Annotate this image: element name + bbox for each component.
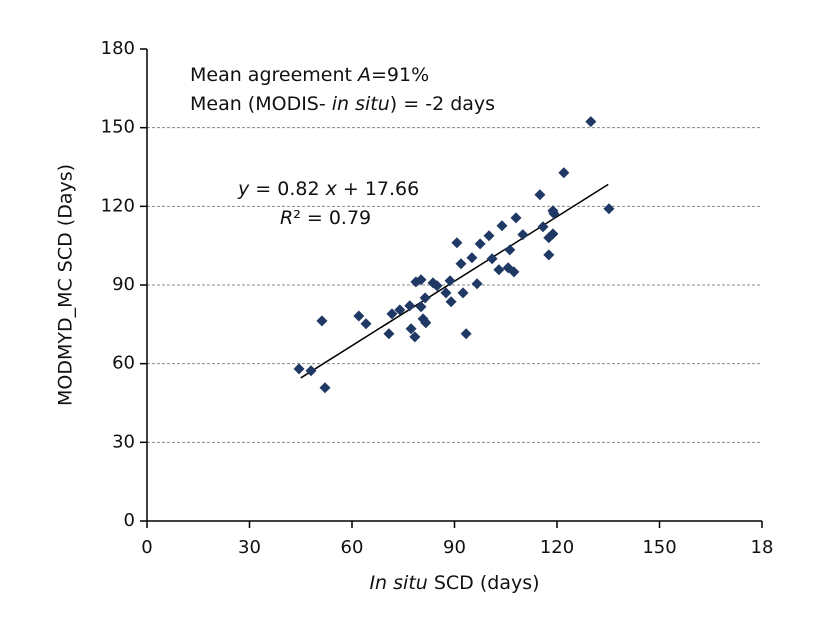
point bbox=[466, 252, 478, 264]
point bbox=[419, 292, 431, 304]
point bbox=[486, 253, 498, 265]
x-axis-label-part: SCD (days) bbox=[428, 572, 540, 594]
point bbox=[585, 116, 597, 128]
point bbox=[547, 228, 559, 240]
point bbox=[496, 220, 508, 232]
annotation-part: y bbox=[237, 178, 250, 200]
point bbox=[548, 208, 560, 220]
y-tick-label: 30 bbox=[112, 431, 135, 452]
x-tick-label: 120 bbox=[540, 537, 574, 558]
annotation: Mean agreement A=91% bbox=[190, 64, 429, 86]
annotation: R² = 0.79 bbox=[280, 207, 371, 229]
point bbox=[534, 189, 546, 201]
point bbox=[383, 328, 395, 340]
annotation-part: + 17.66 bbox=[337, 178, 419, 200]
y-tick-label: 180 bbox=[101, 38, 135, 59]
point bbox=[420, 317, 432, 329]
point bbox=[440, 287, 452, 299]
annotation: y = 0.82 x + 17.66 bbox=[237, 178, 419, 200]
point bbox=[415, 301, 427, 313]
annotation-part: A bbox=[356, 64, 371, 86]
annotation-part: = 0.82 bbox=[249, 178, 325, 200]
x-axis-label: In situ SCD (days) bbox=[369, 572, 539, 594]
y-tick-label: 90 bbox=[112, 274, 135, 295]
annotation-part: in situ bbox=[332, 93, 390, 115]
x-tick-label: 60 bbox=[341, 537, 364, 558]
point bbox=[386, 308, 398, 320]
annotation: Mean (MODIS- in situ) = -2 days bbox=[190, 93, 495, 115]
point bbox=[353, 310, 365, 322]
y-tick-label: 150 bbox=[101, 117, 135, 138]
point bbox=[415, 274, 427, 286]
point bbox=[558, 167, 570, 179]
point bbox=[319, 382, 331, 394]
x-tick-label: 90 bbox=[443, 537, 466, 558]
point bbox=[404, 300, 416, 312]
point bbox=[316, 315, 328, 327]
point bbox=[360, 318, 372, 330]
point bbox=[444, 275, 456, 287]
y-tick-label: 60 bbox=[112, 353, 135, 374]
point bbox=[474, 238, 486, 250]
point bbox=[405, 323, 417, 335]
point bbox=[510, 212, 522, 224]
y-tick-label: 0 bbox=[124, 510, 135, 531]
y-axis-label: MODMYD_MC SCD (Days) bbox=[55, 164, 77, 406]
point bbox=[483, 230, 495, 242]
point bbox=[537, 221, 549, 233]
point bbox=[508, 266, 520, 278]
point bbox=[504, 244, 516, 256]
annotation-part: R bbox=[280, 207, 293, 229]
point bbox=[543, 249, 555, 261]
point bbox=[451, 237, 463, 249]
annotation-part: x bbox=[325, 178, 338, 200]
point bbox=[305, 365, 317, 377]
point bbox=[394, 304, 406, 316]
point bbox=[457, 287, 469, 299]
point bbox=[293, 363, 305, 375]
x-tick-label: 150 bbox=[642, 537, 676, 558]
x-tick-label: 30 bbox=[238, 537, 261, 558]
point bbox=[455, 258, 467, 270]
point bbox=[431, 280, 443, 292]
point bbox=[445, 296, 457, 308]
annotation-part: ² = 0.79 bbox=[293, 207, 371, 229]
y-tick-label: 120 bbox=[101, 195, 135, 216]
annotation-part: =91% bbox=[371, 64, 429, 86]
point bbox=[471, 278, 483, 290]
point bbox=[460, 328, 472, 340]
x-tick-label: 0 bbox=[141, 537, 152, 558]
point bbox=[493, 264, 505, 276]
point bbox=[603, 203, 615, 215]
annotation-part: Mean agreement bbox=[190, 64, 358, 86]
annotation-part: Mean (MODIS- bbox=[190, 93, 332, 115]
annotation-part: ) = -2 days bbox=[390, 93, 495, 115]
point bbox=[409, 331, 421, 343]
x-axis-label-part: In situ bbox=[369, 572, 427, 594]
point bbox=[517, 229, 529, 241]
x-tick-label: 18 bbox=[751, 537, 774, 558]
